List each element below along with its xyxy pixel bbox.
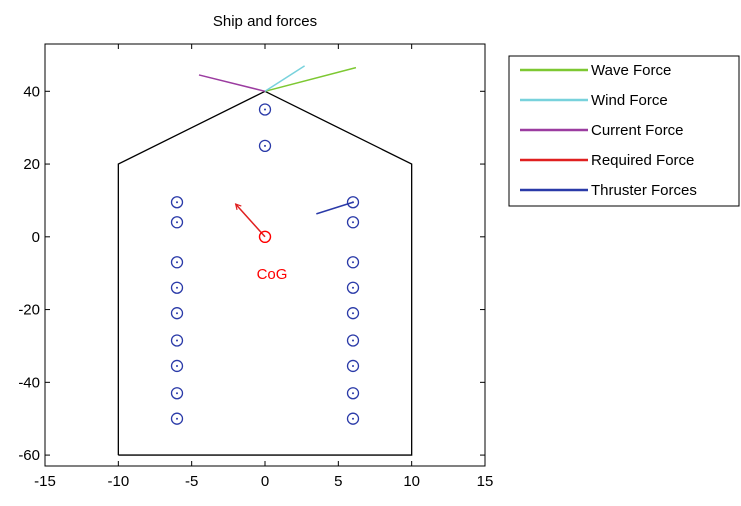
thruster-ring xyxy=(346,216,360,229)
thruster-dot xyxy=(352,392,354,395)
x-tick-label: -15 xyxy=(34,473,56,490)
legend: Wave Force Wind Force Current Force Require… xyxy=(508,55,740,207)
thruster-dot xyxy=(264,144,266,147)
thruster-marker xyxy=(170,216,184,229)
wave-force-line xyxy=(264,66,357,93)
thruster-ring xyxy=(170,256,184,269)
thruster-dot xyxy=(176,261,178,264)
thruster-dot xyxy=(176,339,178,342)
x-tick-label: 5 xyxy=(334,473,342,490)
thruster-dot xyxy=(176,364,178,367)
thruster-marker xyxy=(346,307,360,320)
thruster-ring xyxy=(346,334,360,347)
thruster-dot xyxy=(352,339,354,342)
thruster-dot xyxy=(176,201,178,204)
legend-label-thruster-forces: Thruster Forces xyxy=(591,182,697,199)
legend-label-wind-force: Wind Force xyxy=(591,92,668,109)
thruster-ring xyxy=(258,139,272,153)
legend-label-wave-force: Wave Force xyxy=(591,62,671,79)
legend-label-required-force: Required Force xyxy=(591,152,694,169)
thruster-dot xyxy=(352,221,354,224)
thruster-marker xyxy=(170,307,184,320)
thruster-marker xyxy=(170,196,184,209)
wind-force-line xyxy=(264,65,306,92)
x-tick-label: 15 xyxy=(477,473,494,490)
x-axis: -15 -10 -5 0 5 10 15 xyxy=(34,44,493,490)
y-tick-label: 0 xyxy=(32,229,40,246)
thruster-ring xyxy=(170,307,184,320)
thruster-markers xyxy=(170,103,360,425)
thruster-marker xyxy=(170,359,184,373)
thruster-dot xyxy=(176,417,178,420)
thruster-dot xyxy=(176,286,178,289)
thruster-ring xyxy=(170,334,184,347)
y-tick-label: 20 xyxy=(23,156,40,173)
thruster-marker xyxy=(258,139,272,153)
x-tick-label: -5 xyxy=(185,473,198,490)
thruster-dot xyxy=(176,312,178,315)
chart-title: Ship and forces xyxy=(213,13,317,30)
force-vectors xyxy=(198,65,357,238)
thruster-dot xyxy=(352,364,354,367)
thruster-ring xyxy=(346,412,360,425)
thruster-marker xyxy=(346,334,360,347)
thruster-dot xyxy=(264,108,266,111)
thruster-ring xyxy=(170,196,184,209)
x-tick-label: 10 xyxy=(403,473,420,490)
thruster-ring xyxy=(346,359,360,373)
cog-label: CoG xyxy=(257,266,288,283)
y-tick-label: 40 xyxy=(23,83,40,100)
thruster-marker xyxy=(346,412,360,425)
thruster-dot xyxy=(352,201,354,204)
cog: CoG xyxy=(257,230,288,283)
thruster-marker xyxy=(346,196,360,209)
thruster-marker xyxy=(346,256,360,269)
thruster-ring xyxy=(346,387,360,400)
ship-hull xyxy=(117,90,413,456)
thruster-ring xyxy=(170,387,184,400)
thruster-ring xyxy=(346,307,360,320)
thruster-marker xyxy=(170,387,184,400)
thruster-marker xyxy=(346,387,360,400)
thruster-marker xyxy=(170,334,184,347)
y-tick-label: -60 xyxy=(18,447,40,464)
thruster-dot xyxy=(176,221,178,224)
plot-frame xyxy=(44,43,486,467)
thruster-marker xyxy=(346,216,360,229)
thruster-ring xyxy=(170,412,184,425)
x-tick-label: 0 xyxy=(261,473,269,490)
thruster-dot xyxy=(352,286,354,289)
thruster-marker xyxy=(346,359,360,373)
required-force-arrowhead xyxy=(234,203,242,211)
cog-marker xyxy=(258,230,272,244)
thruster-marker xyxy=(170,412,184,425)
y-tick-label: -20 xyxy=(18,302,40,319)
current-force-line xyxy=(198,74,266,93)
legend-label-current-force: Current Force xyxy=(591,122,684,139)
thruster-ring xyxy=(346,256,360,269)
thruster-ring xyxy=(170,216,184,229)
thruster-marker xyxy=(170,256,184,269)
thruster-ring xyxy=(170,281,184,294)
thruster-ring xyxy=(258,103,272,116)
thruster-marker xyxy=(258,103,272,116)
thruster-dot xyxy=(352,312,354,315)
thruster-dot xyxy=(176,392,178,395)
thruster-marker xyxy=(170,281,184,294)
thruster-ring xyxy=(346,281,360,294)
thruster-marker xyxy=(346,281,360,294)
x-tick-label: -10 xyxy=(107,473,129,490)
thruster-ring xyxy=(170,359,184,373)
y-axis: -60 -40 -20 0 20 40 xyxy=(18,83,485,464)
thruster-dot xyxy=(352,261,354,264)
thruster-dot xyxy=(352,417,354,420)
y-tick-label: -40 xyxy=(18,374,40,391)
thruster-ring xyxy=(346,196,360,209)
required-force-line xyxy=(235,203,266,238)
thruster-forces-line xyxy=(316,201,354,215)
